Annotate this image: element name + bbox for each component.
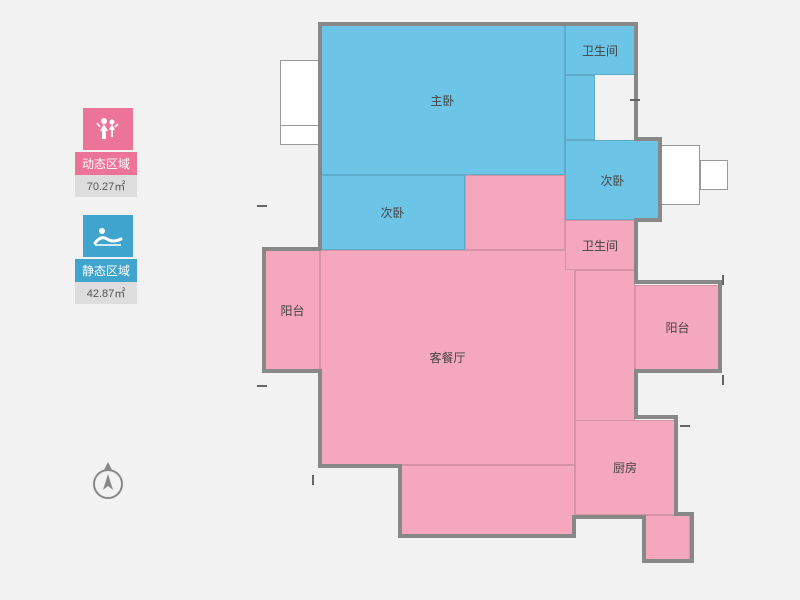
wall-segment: [318, 22, 322, 177]
legend-dynamic-label: 动态区域: [75, 152, 137, 175]
room-bedroom-2a: 次卧: [320, 175, 465, 250]
legend-dynamic-value: 70.27㎡: [75, 175, 137, 197]
wall-segment: [262, 369, 321, 373]
structure-block: [280, 60, 320, 130]
legend-static: 静态区域 42.87㎡: [75, 215, 140, 304]
room-label: 卫生间: [582, 237, 618, 254]
wall-segment: [634, 22, 638, 140]
floorplan: 主卧卫生间次卧次卧客餐厅卫生间阳台阳台厨房: [250, 25, 740, 575]
room-label: 客餐厅: [429, 349, 465, 366]
dimension-tick: [257, 205, 267, 207]
room-bedroom-2b: 次卧: [565, 140, 660, 220]
room-label: 次卧: [380, 204, 404, 221]
wall-segment: [634, 369, 722, 373]
structure-block: [700, 160, 728, 190]
room-label: 阳台: [665, 319, 689, 336]
room-label: 次卧: [600, 172, 624, 189]
room-label: 厨房: [613, 459, 637, 476]
room-balcony-right: 阳台: [635, 285, 720, 370]
wall-segment: [262, 247, 321, 251]
room-lv-ext-top: [465, 175, 565, 250]
wall-segment: [318, 22, 638, 26]
wall-segment: [634, 218, 638, 283]
room-balcony-left: 阳台: [265, 250, 320, 370]
legend-panel: 动态区域 70.27㎡ 静态区域 42.87㎡: [75, 108, 140, 322]
wall-segment: [718, 280, 722, 372]
dynamic-zone-icon: [83, 108, 133, 150]
room-label: 阳台: [280, 302, 304, 319]
wall-segment: [262, 247, 266, 372]
dimension-tick: [630, 99, 640, 101]
wall-segment: [318, 369, 322, 467]
wall-segment: [634, 280, 722, 284]
wall-segment: [572, 515, 645, 519]
legend-static-label: 静态区域: [75, 259, 137, 282]
static-zone-icon: [83, 215, 133, 257]
wall-segment: [634, 415, 678, 419]
wall-segment: [398, 464, 402, 537]
structure-block: [660, 145, 700, 205]
wall-segment: [642, 515, 646, 562]
dimension-tick: [680, 425, 690, 427]
dimension-tick: [312, 475, 314, 485]
wall-segment: [398, 534, 576, 538]
wall-segment: [634, 218, 662, 222]
room-label: 主卧: [430, 92, 454, 109]
structure-block: [280, 125, 320, 145]
dimension-tick: [722, 275, 724, 285]
wall-segment: [690, 512, 694, 562]
dimension-tick: [722, 375, 724, 385]
wall-segment: [634, 369, 638, 417]
room-living-dining: 客餐厅: [320, 250, 575, 465]
wall-segment: [642, 559, 694, 563]
room-label: 卫生间: [582, 42, 618, 59]
wall-segment: [318, 464, 401, 468]
room-master-bedroom: 主卧: [320, 25, 565, 175]
room-kitchen-ext: [645, 515, 690, 560]
room-south-hall: [400, 465, 575, 535]
wall-segment: [674, 415, 678, 515]
room-kitchen: 厨房: [575, 420, 675, 515]
dimension-tick: [257, 385, 267, 387]
legend-dynamic: 动态区域 70.27㎡: [75, 108, 140, 197]
compass-icon: [90, 460, 126, 507]
room-static-corridor: [565, 75, 595, 140]
wall-segment: [318, 175, 322, 250]
legend-static-value: 42.87㎡: [75, 282, 137, 304]
room-bathroom-1: 卫生间: [565, 25, 635, 75]
room-bathroom-2: 卫生间: [565, 220, 635, 270]
wall-segment: [658, 137, 662, 222]
